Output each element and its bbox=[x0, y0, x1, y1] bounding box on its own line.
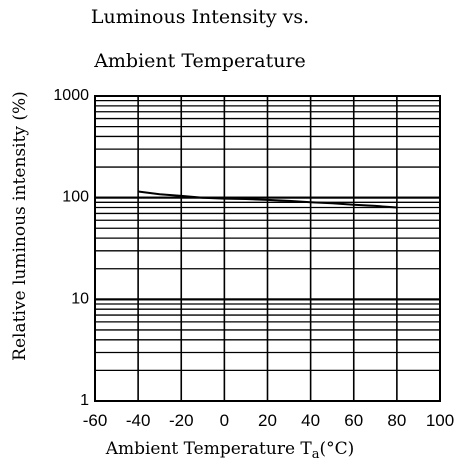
x-axis-label-unit: (°C) bbox=[320, 439, 355, 459]
chart-title-line1: Luminous Intensity vs. bbox=[91, 6, 309, 28]
x-tick-label: 80 bbox=[387, 411, 406, 430]
x-tick-label: -20 bbox=[169, 411, 194, 430]
x-tick-label: 20 bbox=[258, 411, 277, 430]
plot-frame bbox=[94, 95, 441, 402]
y-tick-label: 1 bbox=[80, 392, 89, 409]
x-tick-label: -40 bbox=[126, 411, 151, 430]
y-tick-label: 1000 bbox=[53, 87, 89, 104]
x-axis-label-subscript: a bbox=[312, 447, 320, 462]
x-axis-label: Ambient Temperature Ta(°C) bbox=[105, 439, 355, 462]
y-axis-label: Relative luminous intensity (%) bbox=[10, 91, 30, 361]
y-tick-label: 10 bbox=[71, 290, 89, 307]
series-line bbox=[137, 190, 397, 209]
chart-title-line2: Ambient Temperature bbox=[93, 50, 306, 72]
x-axis-label-main: Ambient Temperature T bbox=[105, 439, 313, 459]
x-tick-label: 0 bbox=[220, 411, 229, 430]
x-tick-label: 60 bbox=[344, 411, 363, 430]
grid bbox=[95, 96, 440, 401]
x-tick-label: 100 bbox=[426, 411, 454, 430]
x-tick-labels: -60 -40 -20 0 20 40 60 80 100 bbox=[83, 411, 454, 430]
y-tick-labels: 1 10 100 1000 bbox=[53, 87, 89, 409]
y-tick-label: 100 bbox=[62, 189, 89, 206]
x-tick-label: -60 bbox=[83, 411, 108, 430]
x-tick-label: 40 bbox=[301, 411, 320, 430]
